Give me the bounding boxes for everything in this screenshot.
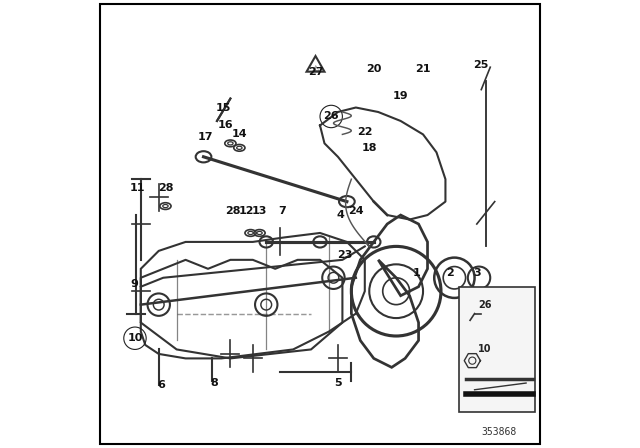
Text: 15: 15 [216,103,232,112]
Text: 16: 16 [218,121,234,130]
Text: 8: 8 [211,378,219,388]
Text: 12: 12 [238,206,254,215]
Text: 2: 2 [446,268,454,278]
Text: 18: 18 [362,143,377,153]
Text: 24: 24 [348,206,364,215]
Text: 9: 9 [130,280,138,289]
Text: 26: 26 [478,300,492,310]
Text: 13: 13 [252,206,268,215]
Text: 11: 11 [130,183,145,193]
Text: 6: 6 [157,380,165,390]
Text: 26: 26 [323,112,339,121]
Text: 22: 22 [357,127,372,137]
Text: 23: 23 [337,250,353,260]
Text: 28: 28 [225,206,241,215]
Text: 17: 17 [198,132,214,142]
Text: 7: 7 [278,206,286,215]
Text: 4: 4 [336,210,344,220]
Text: 10: 10 [478,345,492,354]
Text: 10: 10 [127,333,143,343]
Text: ⚠: ⚠ [312,64,319,73]
Text: 1: 1 [412,268,420,278]
Text: 3: 3 [473,268,481,278]
Text: 27: 27 [308,67,323,77]
Text: 5: 5 [334,378,342,388]
Text: 14: 14 [232,129,247,139]
Text: 20: 20 [366,65,381,74]
Text: 25: 25 [474,60,489,70]
Text: 21: 21 [415,65,431,74]
Text: 19: 19 [393,91,408,101]
FancyBboxPatch shape [459,287,535,412]
Text: 28: 28 [157,183,173,193]
Text: 353868: 353868 [481,427,517,437]
